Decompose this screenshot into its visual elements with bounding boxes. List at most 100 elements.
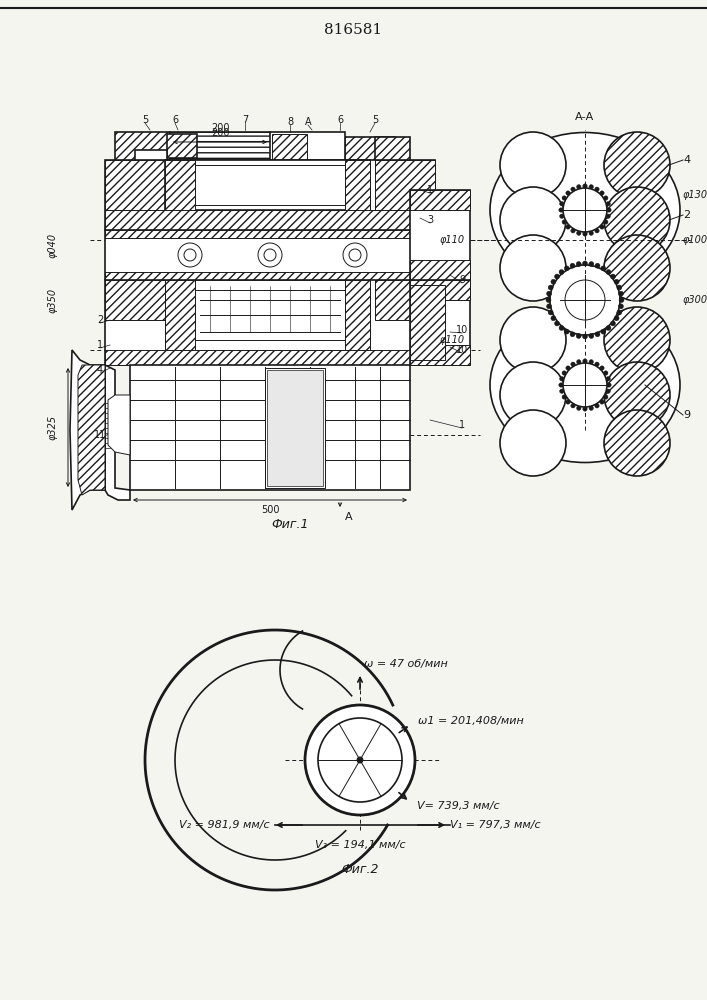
Circle shape <box>500 187 566 253</box>
Circle shape <box>500 235 566 301</box>
Circle shape <box>604 187 670 253</box>
Circle shape <box>547 304 551 309</box>
Bar <box>105 160 165 210</box>
Ellipse shape <box>490 132 680 288</box>
Circle shape <box>595 187 600 191</box>
Circle shape <box>560 377 564 381</box>
Circle shape <box>184 249 196 261</box>
Bar <box>105 272 440 280</box>
Bar <box>165 160 195 210</box>
Bar <box>105 350 440 365</box>
Text: 1: 1 <box>459 420 465 430</box>
Circle shape <box>264 249 276 261</box>
Text: φ325: φ325 <box>48 414 58 440</box>
Circle shape <box>554 321 559 326</box>
Circle shape <box>565 280 605 320</box>
Bar <box>410 280 470 300</box>
Circle shape <box>571 229 575 233</box>
Circle shape <box>559 325 564 330</box>
Circle shape <box>604 220 608 224</box>
Text: φ100: φ100 <box>683 235 707 245</box>
Circle shape <box>589 262 594 267</box>
Circle shape <box>564 266 569 271</box>
Text: 2: 2 <box>683 210 690 220</box>
Text: 9: 9 <box>459 275 465 285</box>
Text: А: А <box>345 512 353 522</box>
Circle shape <box>589 333 594 338</box>
Text: Фиг.1: Фиг.1 <box>271 518 309 531</box>
Text: 3: 3 <box>427 215 433 225</box>
Circle shape <box>563 363 607 407</box>
Circle shape <box>619 291 624 296</box>
Bar <box>270 132 345 162</box>
Bar <box>410 280 470 365</box>
Circle shape <box>601 329 606 334</box>
Circle shape <box>577 406 581 410</box>
Circle shape <box>583 407 588 411</box>
Text: V₃ = 194,1 мм/c: V₃ = 194,1 мм/c <box>315 840 405 850</box>
Bar <box>105 210 440 230</box>
Circle shape <box>601 266 606 271</box>
Circle shape <box>583 232 588 236</box>
Bar <box>130 365 410 490</box>
Text: 4: 4 <box>683 155 690 165</box>
Circle shape <box>606 202 610 206</box>
Circle shape <box>562 196 566 200</box>
Circle shape <box>500 132 566 198</box>
Bar <box>272 134 307 160</box>
Bar <box>375 137 410 180</box>
Circle shape <box>349 249 361 261</box>
Circle shape <box>614 279 619 284</box>
Circle shape <box>305 705 415 815</box>
Bar <box>105 280 165 320</box>
Bar <box>105 280 435 365</box>
Circle shape <box>343 243 367 267</box>
Text: 6: 6 <box>337 115 343 125</box>
Circle shape <box>576 262 581 267</box>
Circle shape <box>576 333 581 338</box>
Text: ω = 47 об/мин: ω = 47 об/мин <box>364 659 448 669</box>
Circle shape <box>619 298 624 302</box>
Text: 1: 1 <box>97 340 103 350</box>
Circle shape <box>604 371 608 375</box>
Circle shape <box>562 220 566 224</box>
Circle shape <box>607 208 611 212</box>
Polygon shape <box>108 395 130 455</box>
Bar <box>195 165 345 205</box>
Circle shape <box>548 310 553 315</box>
Bar <box>410 260 470 280</box>
Circle shape <box>604 362 670 428</box>
Circle shape <box>595 332 600 337</box>
Circle shape <box>560 202 564 206</box>
Circle shape <box>566 366 571 370</box>
Text: φ110: φ110 <box>440 335 465 345</box>
Circle shape <box>560 214 564 218</box>
Circle shape <box>600 400 604 404</box>
Text: φ300: φ300 <box>683 295 707 305</box>
Bar <box>375 160 435 210</box>
Circle shape <box>547 291 551 296</box>
Circle shape <box>577 360 581 364</box>
Circle shape <box>604 395 608 399</box>
Circle shape <box>583 334 588 339</box>
Text: 4: 4 <box>97 365 103 375</box>
Circle shape <box>566 225 571 229</box>
Circle shape <box>258 243 282 267</box>
Circle shape <box>570 263 575 268</box>
Circle shape <box>559 270 564 275</box>
Ellipse shape <box>490 308 680 462</box>
Bar <box>345 280 370 350</box>
Text: 5: 5 <box>372 115 378 125</box>
Bar <box>195 290 345 340</box>
Text: φ130: φ130 <box>683 190 707 200</box>
Text: 10: 10 <box>456 345 468 355</box>
Circle shape <box>595 404 600 408</box>
Bar <box>165 280 370 350</box>
Bar <box>115 162 170 192</box>
Bar <box>167 134 197 158</box>
Text: 11: 11 <box>94 430 106 440</box>
Bar <box>265 368 325 488</box>
Text: 200: 200 <box>211 123 229 133</box>
Bar <box>165 160 370 210</box>
Circle shape <box>500 410 566 476</box>
